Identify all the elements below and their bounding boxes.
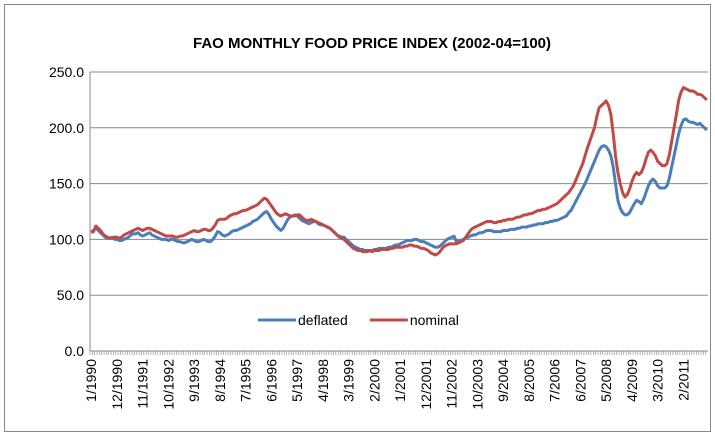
y-tick-label: 150.0 bbox=[49, 176, 84, 192]
x-tick-label: 1/2001 bbox=[392, 359, 408, 402]
x-tick-label: 7/1995 bbox=[238, 359, 254, 402]
chart-border bbox=[4, 4, 711, 432]
x-tick-label: 6/2007 bbox=[572, 359, 588, 402]
x-tick-label: 9/2004 bbox=[495, 359, 511, 402]
x-tick-label: 4/1998 bbox=[315, 359, 331, 402]
x-tick-label: 11/1991 bbox=[135, 359, 151, 409]
y-tick-label: 0.0 bbox=[65, 343, 85, 359]
x-tick-label: 10/2003 bbox=[469, 359, 485, 410]
y-tick-label: 250.0 bbox=[49, 64, 84, 80]
x-tick-label: 12/2001 bbox=[418, 359, 434, 410]
x-tick-label: 12/1990 bbox=[109, 359, 125, 410]
y-tick-label: 100.0 bbox=[49, 231, 84, 247]
x-tick-label: 8/2005 bbox=[521, 359, 537, 402]
x-tick-label: 11/2002 bbox=[444, 359, 460, 409]
y-tick-label: 50.0 bbox=[57, 287, 84, 303]
legend-label: nominal bbox=[410, 312, 459, 328]
x-tick-label: 3/2010 bbox=[650, 359, 666, 402]
x-tick-label: 10/1992 bbox=[160, 359, 176, 410]
x-tick-label: 1/1990 bbox=[83, 359, 99, 402]
x-tick-label: 8/1994 bbox=[212, 359, 228, 402]
x-tick-label: 3/1999 bbox=[341, 359, 357, 402]
line-series bbox=[90, 86, 708, 257]
y-tick-label: 200.0 bbox=[49, 120, 84, 136]
x-tick-label: 2/2011 bbox=[675, 359, 691, 401]
x-tick-label: 7/2006 bbox=[547, 359, 563, 402]
x-tick-label: 5/2008 bbox=[598, 359, 614, 402]
x-tick-label: 2/2000 bbox=[366, 359, 382, 402]
legend-label: deflated bbox=[298, 312, 348, 328]
line-series bbox=[90, 117, 708, 253]
x-tick-label: 6/1996 bbox=[263, 359, 279, 402]
x-tick-label: 5/1997 bbox=[289, 359, 305, 402]
x-tick-label: 9/1993 bbox=[186, 359, 202, 402]
chart-title: FAO MONTHLY FOOD PRICE INDEX (2002-04=10… bbox=[193, 35, 551, 52]
x-tick-label: 4/2009 bbox=[624, 359, 640, 402]
